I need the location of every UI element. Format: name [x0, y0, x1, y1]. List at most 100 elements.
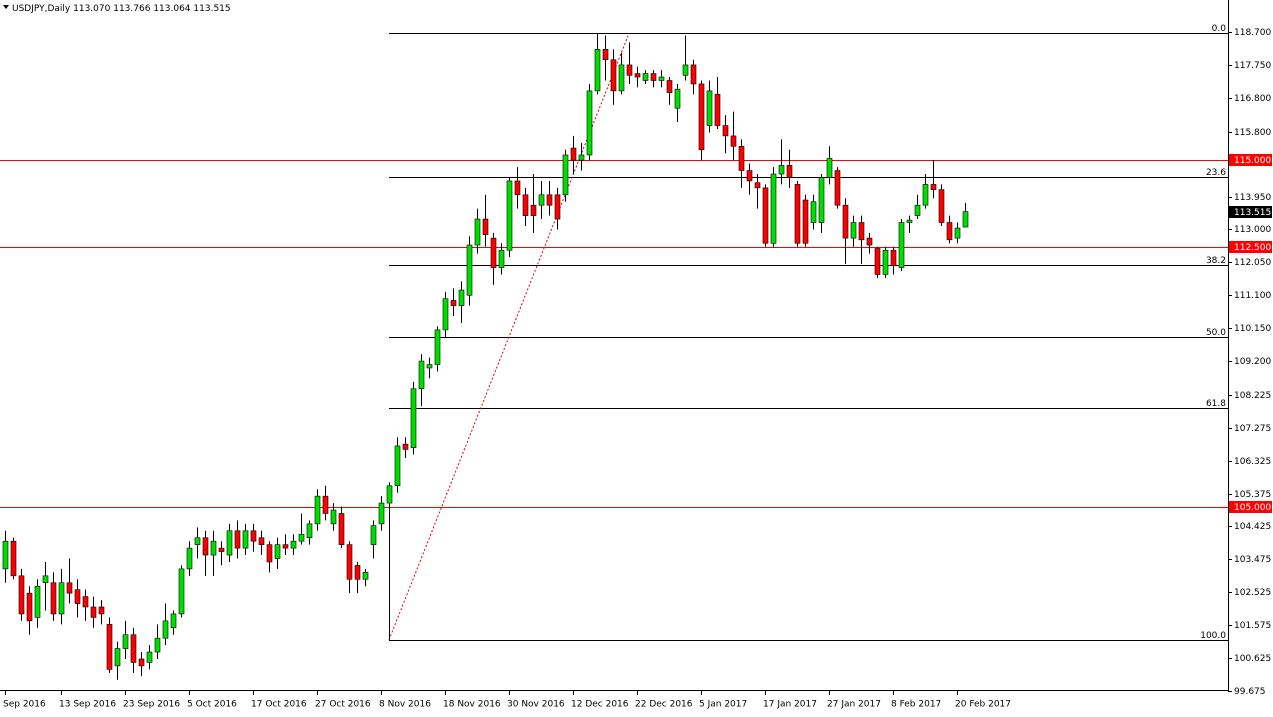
candle-body: [546, 194, 553, 206]
x-tick-label: 18 Nov 2016: [443, 700, 501, 710]
candle-body: [962, 211, 969, 228]
candle-body: [18, 575, 25, 615]
candle-body: [106, 624, 113, 670]
x-tick-label: 30 Nov 2016: [507, 700, 565, 710]
candle-body: [306, 523, 313, 539]
candle-body: [90, 606, 97, 618]
candle-body: [858, 222, 865, 241]
y-tick-label: 103.475: [1234, 555, 1271, 565]
candle-body: [218, 547, 225, 552]
candle-body: [946, 222, 953, 241]
fib-trend-line: [388, 33, 630, 641]
candle-body: [898, 222, 905, 268]
x-tick-label: 8 Feb 2017: [891, 700, 941, 710]
fib-level-label: 38.2: [1206, 256, 1226, 266]
candle-body: [658, 76, 665, 81]
candle-body: [586, 90, 593, 156]
y-tick-label: 112.050: [1234, 258, 1271, 268]
y-tick-label: 102.525: [1234, 588, 1271, 598]
candle-body: [778, 165, 785, 175]
fib-level-label: 100.0: [1200, 631, 1226, 641]
candle-body: [578, 154, 585, 161]
candle-body: [738, 146, 745, 171]
candle-body: [906, 219, 913, 223]
current-price-label: 113.515: [1234, 208, 1271, 218]
candle-body: [394, 445, 401, 487]
x-tick-label: 20 Feb 2017: [955, 700, 1011, 710]
candle-body: [490, 237, 497, 268]
candle-body: [826, 158, 833, 178]
x-tick-label: 8 Nov 2016: [379, 700, 431, 710]
header: USDJPY,Daily 113.070 113.766 113.064 113…: [12, 4, 231, 14]
high-quote: 113.766: [113, 4, 150, 14]
candle-body: [66, 582, 73, 594]
fib-level-label: 50.0: [1206, 328, 1226, 338]
candle-body: [170, 613, 177, 629]
candle-body: [498, 249, 505, 268]
candle-body: [666, 80, 673, 93]
candle-body: [938, 189, 945, 223]
x-tick-label: 5 Oct 2016: [187, 700, 237, 710]
candle-body: [650, 73, 657, 81]
candle-body: [2, 540, 9, 570]
y-tick-label: 115.800: [1234, 128, 1271, 138]
fib-level-label: 61.8: [1206, 399, 1226, 409]
candle-body: [594, 49, 601, 92]
y-tick-label: 117.750: [1234, 61, 1271, 71]
y-tick-label: 113.950: [1234, 193, 1271, 203]
candle-body: [210, 540, 217, 556]
x-tick-label: 23 Sep 2016: [123, 700, 180, 710]
candle-body: [450, 300, 457, 306]
x-tick-label: 27 Oct 2016: [315, 700, 371, 710]
candle-body: [818, 177, 825, 223]
candle-body: [226, 530, 233, 556]
candle-body: [346, 544, 353, 580]
price-line-box: [1229, 241, 1272, 253]
low-quote: 113.064: [153, 4, 190, 14]
candle-body: [554, 194, 561, 220]
candle-body: [730, 135, 737, 147]
candle-body: [634, 73, 641, 78]
candle-body: [322, 495, 329, 514]
candle-body: [922, 184, 929, 206]
y-tick-label: 99.675: [1234, 687, 1266, 697]
candle-body: [802, 199, 809, 244]
y-tick-label: 106.325: [1234, 457, 1271, 467]
y-tick-label: 101.575: [1234, 621, 1271, 631]
candle-body: [698, 83, 705, 151]
candle-body: [274, 544, 281, 559]
open-quote: 113.070: [73, 4, 110, 14]
candle-body: [434, 329, 441, 365]
price-line-label: 112.500: [1234, 243, 1271, 253]
candle-body: [354, 565, 361, 580]
candle-body: [82, 596, 89, 608]
candle-body: [98, 606, 105, 615]
y-tick-label: 100.625: [1234, 654, 1271, 664]
candle-body: [794, 184, 801, 244]
candle-body: [250, 530, 257, 542]
y-tick-label: 116.800: [1234, 94, 1271, 104]
candle-body: [178, 568, 185, 615]
candle-body: [378, 502, 385, 525]
candle-body: [570, 147, 577, 161]
y-tick-label: 118.700: [1234, 28, 1271, 38]
x-tick-label: 12 Dec 2016: [571, 700, 629, 710]
menu-triangle[interactable]: [3, 5, 9, 9]
y-tick-label: 104.425: [1234, 522, 1271, 532]
price-line-box: [1229, 154, 1272, 166]
x-tick-label: 22 Dec 2016: [635, 700, 693, 710]
candle-body: [330, 509, 337, 525]
candle-body: [50, 582, 57, 615]
candle-body: [410, 388, 417, 448]
candle-body: [930, 184, 937, 190]
candle-body: [10, 540, 17, 577]
candle-body: [298, 533, 305, 542]
candle-body: [290, 540, 297, 549]
candle-body: [770, 173, 777, 244]
candle-body: [282, 544, 289, 549]
x-tick-label: 5 Jan 2017: [699, 700, 747, 710]
candle-body: [850, 222, 857, 239]
candle-body: [834, 170, 841, 206]
symbol: USDJPY,Daily: [12, 4, 71, 14]
